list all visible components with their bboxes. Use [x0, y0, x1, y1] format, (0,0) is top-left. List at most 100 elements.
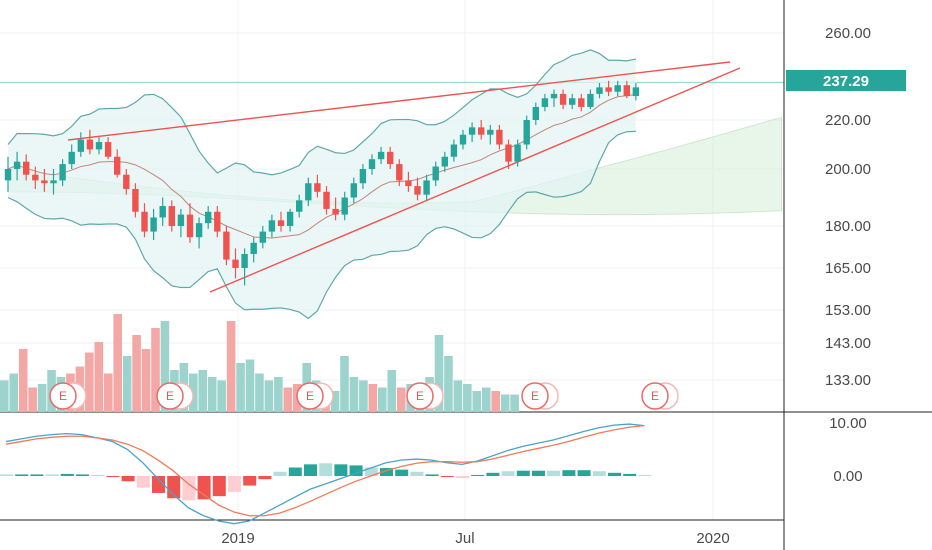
- price-tick-label: 133.00: [825, 372, 871, 389]
- volume-bar: [378, 387, 387, 412]
- volume-bar: [226, 321, 236, 412]
- volume-bar: [113, 314, 122, 412]
- candle-body: [86, 139, 94, 150]
- earnings-marker-label: E: [166, 389, 174, 403]
- macd-histogram-bar: [0, 474, 13, 476]
- candle-body: [214, 211, 221, 232]
- macd-histogram-bar: [380, 468, 393, 476]
- candle-body: [423, 180, 430, 195]
- candle-body: [268, 220, 276, 232]
- candle-body: [314, 183, 321, 192]
- trend-lines[interactable]: [67, 61, 741, 293]
- macd-histogram-bar: [106, 476, 120, 478]
- candle-body: [350, 183, 357, 198]
- macd-histogram-bar: [152, 476, 165, 493]
- volume-bar: [359, 380, 368, 412]
- candle-body: [132, 188, 139, 212]
- candle-body: [104, 142, 112, 157]
- earnings-marker[interactable]: [521, 382, 549, 410]
- volume-bar: [236, 363, 245, 412]
- macd-histogram-bar: [167, 476, 181, 499]
- macd-histogram-bar: [30, 474, 44, 476]
- volume-bar: [0, 380, 9, 412]
- volume-bar: [387, 370, 397, 412]
- candle-body: [523, 120, 530, 145]
- trend-line-upper[interactable]: [67, 61, 731, 141]
- macd-histogram-bar: [319, 463, 333, 476]
- volume-bar: [207, 377, 217, 412]
- candle-body: [323, 191, 330, 209]
- macd-histogram-bar: [608, 472, 621, 476]
- candle-body: [186, 214, 194, 238]
- candle-body: [141, 211, 148, 232]
- candle-body: [205, 211, 212, 224]
- candle-body: [296, 200, 303, 212]
- earnings-marker[interactable]: [156, 382, 184, 410]
- volume-bar: [141, 349, 151, 412]
- time-axis[interactable]: 2019 Jul 2020: [221, 530, 729, 547]
- candle-body: [368, 159, 376, 169]
- volume-bar: [255, 373, 264, 412]
- earnings-marker[interactable]: [406, 382, 434, 410]
- volume-bar: [330, 391, 340, 412]
- candle-body: [259, 231, 266, 243]
- bollinger-bands: [7, 49, 637, 320]
- volume-bar: [274, 377, 283, 412]
- volume-bar: [103, 373, 113, 412]
- candle-body: [23, 161, 30, 175]
- volume-bar: [396, 387, 406, 412]
- candle-body: [623, 85, 630, 97]
- price-axis[interactable]: 260.00 220.00 200.00 180.00 165.00 153.00 143.…: [825, 25, 871, 485]
- macd-histogram-bar: [91, 474, 105, 476]
- candle-body: [95, 142, 103, 150]
- volume-bar: [160, 321, 170, 412]
- macd-histogram-bar: [273, 471, 287, 476]
- candle-body: [387, 151, 394, 165]
- macd-tick-label: 10.00: [829, 415, 867, 432]
- earnings-marker[interactable]: [296, 382, 324, 410]
- candle-body: [405, 180, 412, 187]
- candle-body: [468, 127, 476, 135]
- macd-histogram-bar: [288, 467, 302, 476]
- macd-histogram-bar: [456, 476, 469, 479]
- candle-body: [505, 144, 512, 162]
- candle-body: [578, 98, 585, 107]
- macd-histogram-bar: [532, 470, 545, 476]
- macd-histogram-bar: [638, 474, 652, 476]
- earnings-marker-label: E: [306, 389, 314, 403]
- price-tick-label: 165.00: [825, 260, 871, 277]
- candle-body: [532, 106, 539, 120]
- macd-histogram-bar: [577, 470, 591, 476]
- price-tick-label: 153.00: [825, 302, 871, 319]
- volume-bar: [340, 356, 349, 412]
- last-price-badge: 237.29: [786, 70, 906, 91]
- volume-bar: [500, 394, 510, 412]
- volume-bar: [453, 380, 463, 412]
- earnings-marker[interactable]: [49, 382, 77, 410]
- macd-histogram-bar: [334, 464, 348, 476]
- macd-histogram-bar: [136, 476, 150, 488]
- macd-line: [5, 423, 645, 525]
- candle-body: [177, 214, 185, 226]
- last-price-badge-bg: [786, 70, 906, 91]
- macd-histogram-bar: [547, 470, 561, 476]
- candle-body: [305, 183, 312, 201]
- candle-body: [514, 144, 521, 162]
- macd-histogram-bar: [243, 476, 257, 486]
- candle-body: [541, 98, 549, 107]
- candle-body: [50, 180, 57, 184]
- trend-line-lower[interactable]: [209, 67, 741, 293]
- time-tick-label: 2019: [221, 530, 254, 547]
- earnings-marker[interactable]: [641, 382, 669, 410]
- candle-body: [596, 87, 603, 94]
- candle-body: [13, 161, 21, 169]
- macd-tick-label: 0.00: [833, 468, 862, 485]
- macd-histogram-bar: [592, 471, 606, 476]
- macd-histogram-bar: [76, 474, 89, 476]
- bollinger-fill: [8, 49, 636, 319]
- candle-body: [587, 93, 594, 107]
- price-tick-label: 200.00: [825, 161, 871, 178]
- macd-histogram-bar: [516, 470, 530, 476]
